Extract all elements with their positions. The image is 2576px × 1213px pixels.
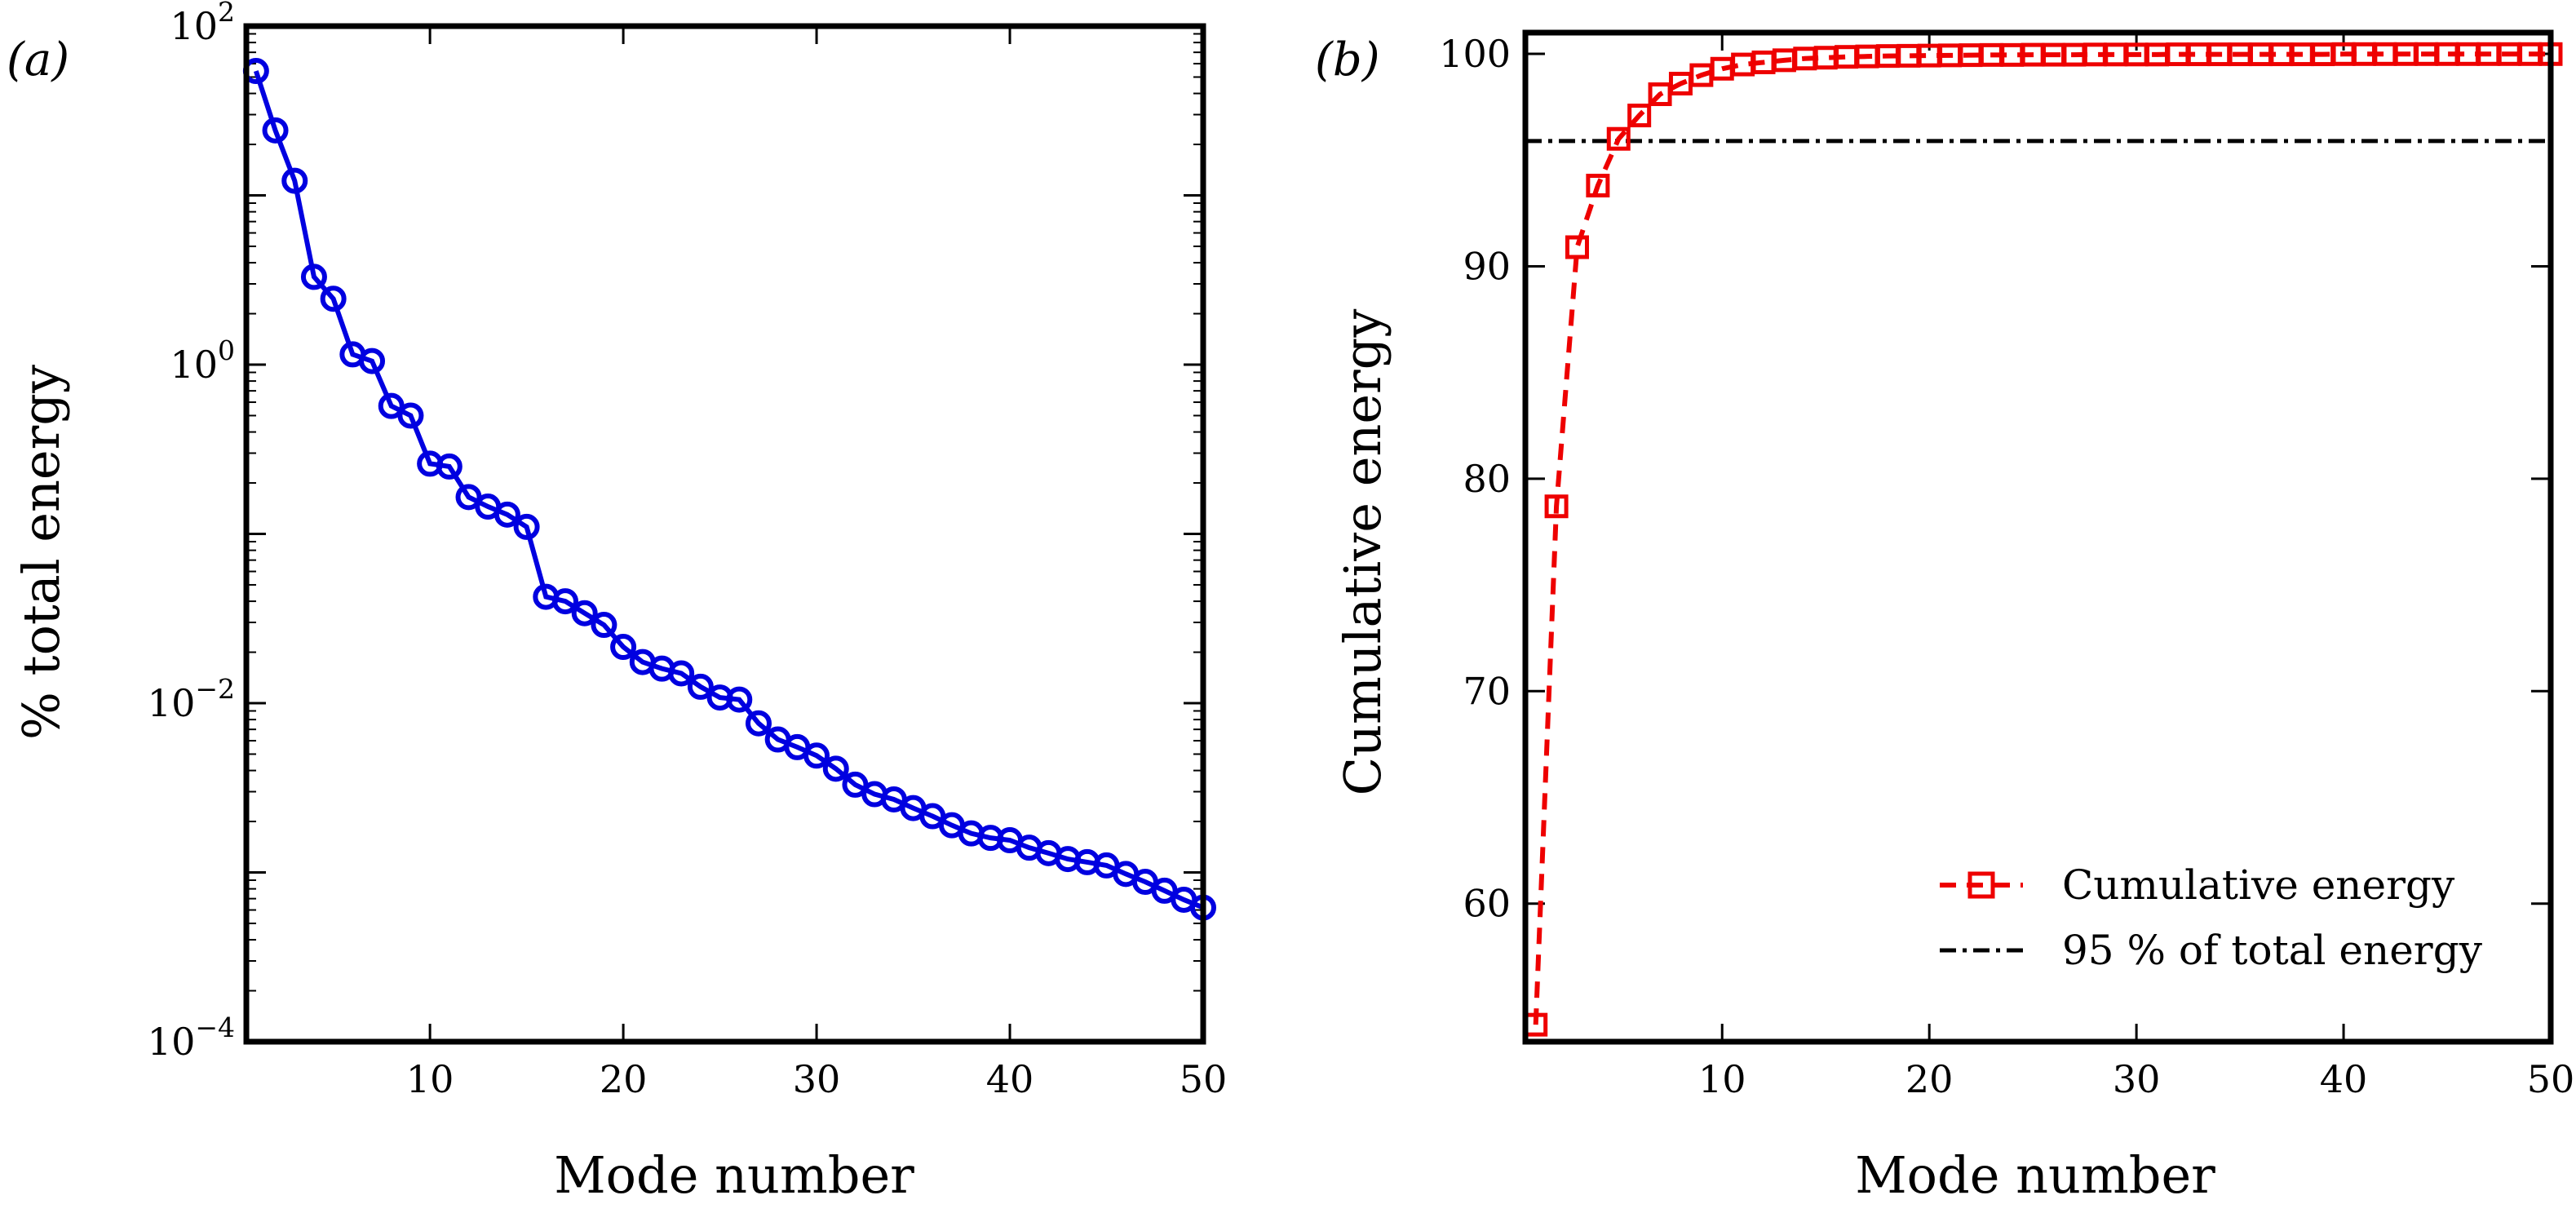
- panel-a-label: (a): [7, 33, 69, 86]
- panel-a-frame: [243, 23, 1206, 1045]
- panel-a-data-point: [300, 263, 327, 290]
- panel-a-data-point: [513, 513, 540, 540]
- panel-a-data-point: [687, 673, 714, 700]
- panel-a-data-point: [610, 634, 637, 661]
- panel-b-x-tick-label: 10: [1698, 1057, 1746, 1101]
- panel-a-data-point: [571, 600, 598, 626]
- panel-a-y-tick-label: 100: [170, 334, 235, 387]
- panel-a: (a) 10 20 30 40 50 102 100 10−2 10−4 Mode number…: [7, 0, 1227, 1205]
- panel-b-data-point: [1565, 235, 1589, 259]
- legend-marker-square: [1967, 871, 1995, 899]
- panel-a-data-point: [397, 402, 424, 429]
- panel-b-x-tick-label: 50: [2527, 1057, 2575, 1101]
- panel-a-data-point: [320, 286, 347, 312]
- panel-b-x-axis-label: Mode number: [1855, 1145, 2215, 1205]
- panel-b-data-point: [1586, 174, 1610, 198]
- panel-a-data-point: [552, 588, 578, 615]
- legend-entry-cumulative-energy: Cumulative energy: [1940, 861, 2455, 909]
- panel-a-data-point: [281, 167, 308, 194]
- panel-a-series-line: [253, 70, 1205, 910]
- panel-b-y-tick-label: 60: [1463, 882, 1511, 926]
- panel-a-data-point: [436, 453, 463, 480]
- panel-a-data-point: [359, 348, 386, 374]
- panel-a-x-tick-label: 50: [1180, 1057, 1228, 1101]
- legend-entry-threshold: 95 % of total energy: [1940, 927, 2483, 974]
- panel-b-data-point: [1627, 104, 1652, 128]
- panel-a-data-point: [668, 660, 695, 687]
- panel-a-data-point: [822, 755, 849, 782]
- panel-a-x-tick-label: 10: [406, 1057, 454, 1101]
- panel-b-series-line: [1533, 51, 2551, 1025]
- panel-b-y-tick-label: 70: [1463, 669, 1511, 713]
- panel-a-y-axis-label: % total energy: [11, 365, 71, 740]
- panel-a-y-tick-label: 10−2: [148, 673, 235, 725]
- panel-a-y-tick-label: 102: [170, 0, 235, 48]
- panel-a-data-point: [591, 612, 617, 639]
- panel-a-plot-area: 10 20 30 40 50 102 100 10−2 10−4: [148, 0, 1227, 1101]
- panel-b-plot-area: 10 20 30 40 50 60 70 80 90 100: [1439, 32, 2574, 1101]
- panel-b-x-tick-label: 20: [1905, 1057, 1954, 1101]
- panel-b-y-tick-label: 80: [1463, 457, 1511, 501]
- panel-b-data-point: [1544, 494, 1569, 519]
- legend-label-threshold: 95 % of total energy: [2062, 927, 2483, 974]
- panel-b-y-tick-label: 90: [1463, 244, 1511, 288]
- panel-a-data-point: [726, 686, 753, 713]
- panel-a-x-tick-label: 30: [793, 1057, 841, 1101]
- panel-a-data-point: [803, 742, 830, 769]
- panel-a-x-axis-label: Mode number: [554, 1145, 914, 1205]
- legend: Cumulative energy 95 % of total energy: [1940, 861, 2483, 974]
- panel-b-y-axis-label: Cumulative energy: [1333, 309, 1392, 796]
- panel-b-label: (b): [1315, 33, 1380, 86]
- panel-a-x-tick-label: 20: [600, 1057, 648, 1101]
- panel-b-frame: [1522, 29, 2554, 1045]
- panel-b: (b) 10 20 30 40 50 60 70 80 90 100 Mode number Cu…: [1315, 29, 2574, 1205]
- panel-b-y-tick-label: 100: [1439, 32, 1511, 76]
- panel-b-x-tick-label: 40: [2320, 1057, 2368, 1101]
- panel-a-y-tick-label: 10−4: [148, 1012, 235, 1064]
- legend-label-cumulative-energy: Cumulative energy: [2062, 861, 2455, 909]
- panel-a-data-point: [745, 710, 772, 737]
- panel-b-data-point: [1606, 126, 1631, 151]
- panel-a-x-tick-label: 40: [986, 1057, 1034, 1101]
- panel-a-data-point: [262, 117, 289, 144]
- panel-b-x-tick-label: 30: [2113, 1057, 2161, 1101]
- panel-a-data-point: [494, 501, 520, 528]
